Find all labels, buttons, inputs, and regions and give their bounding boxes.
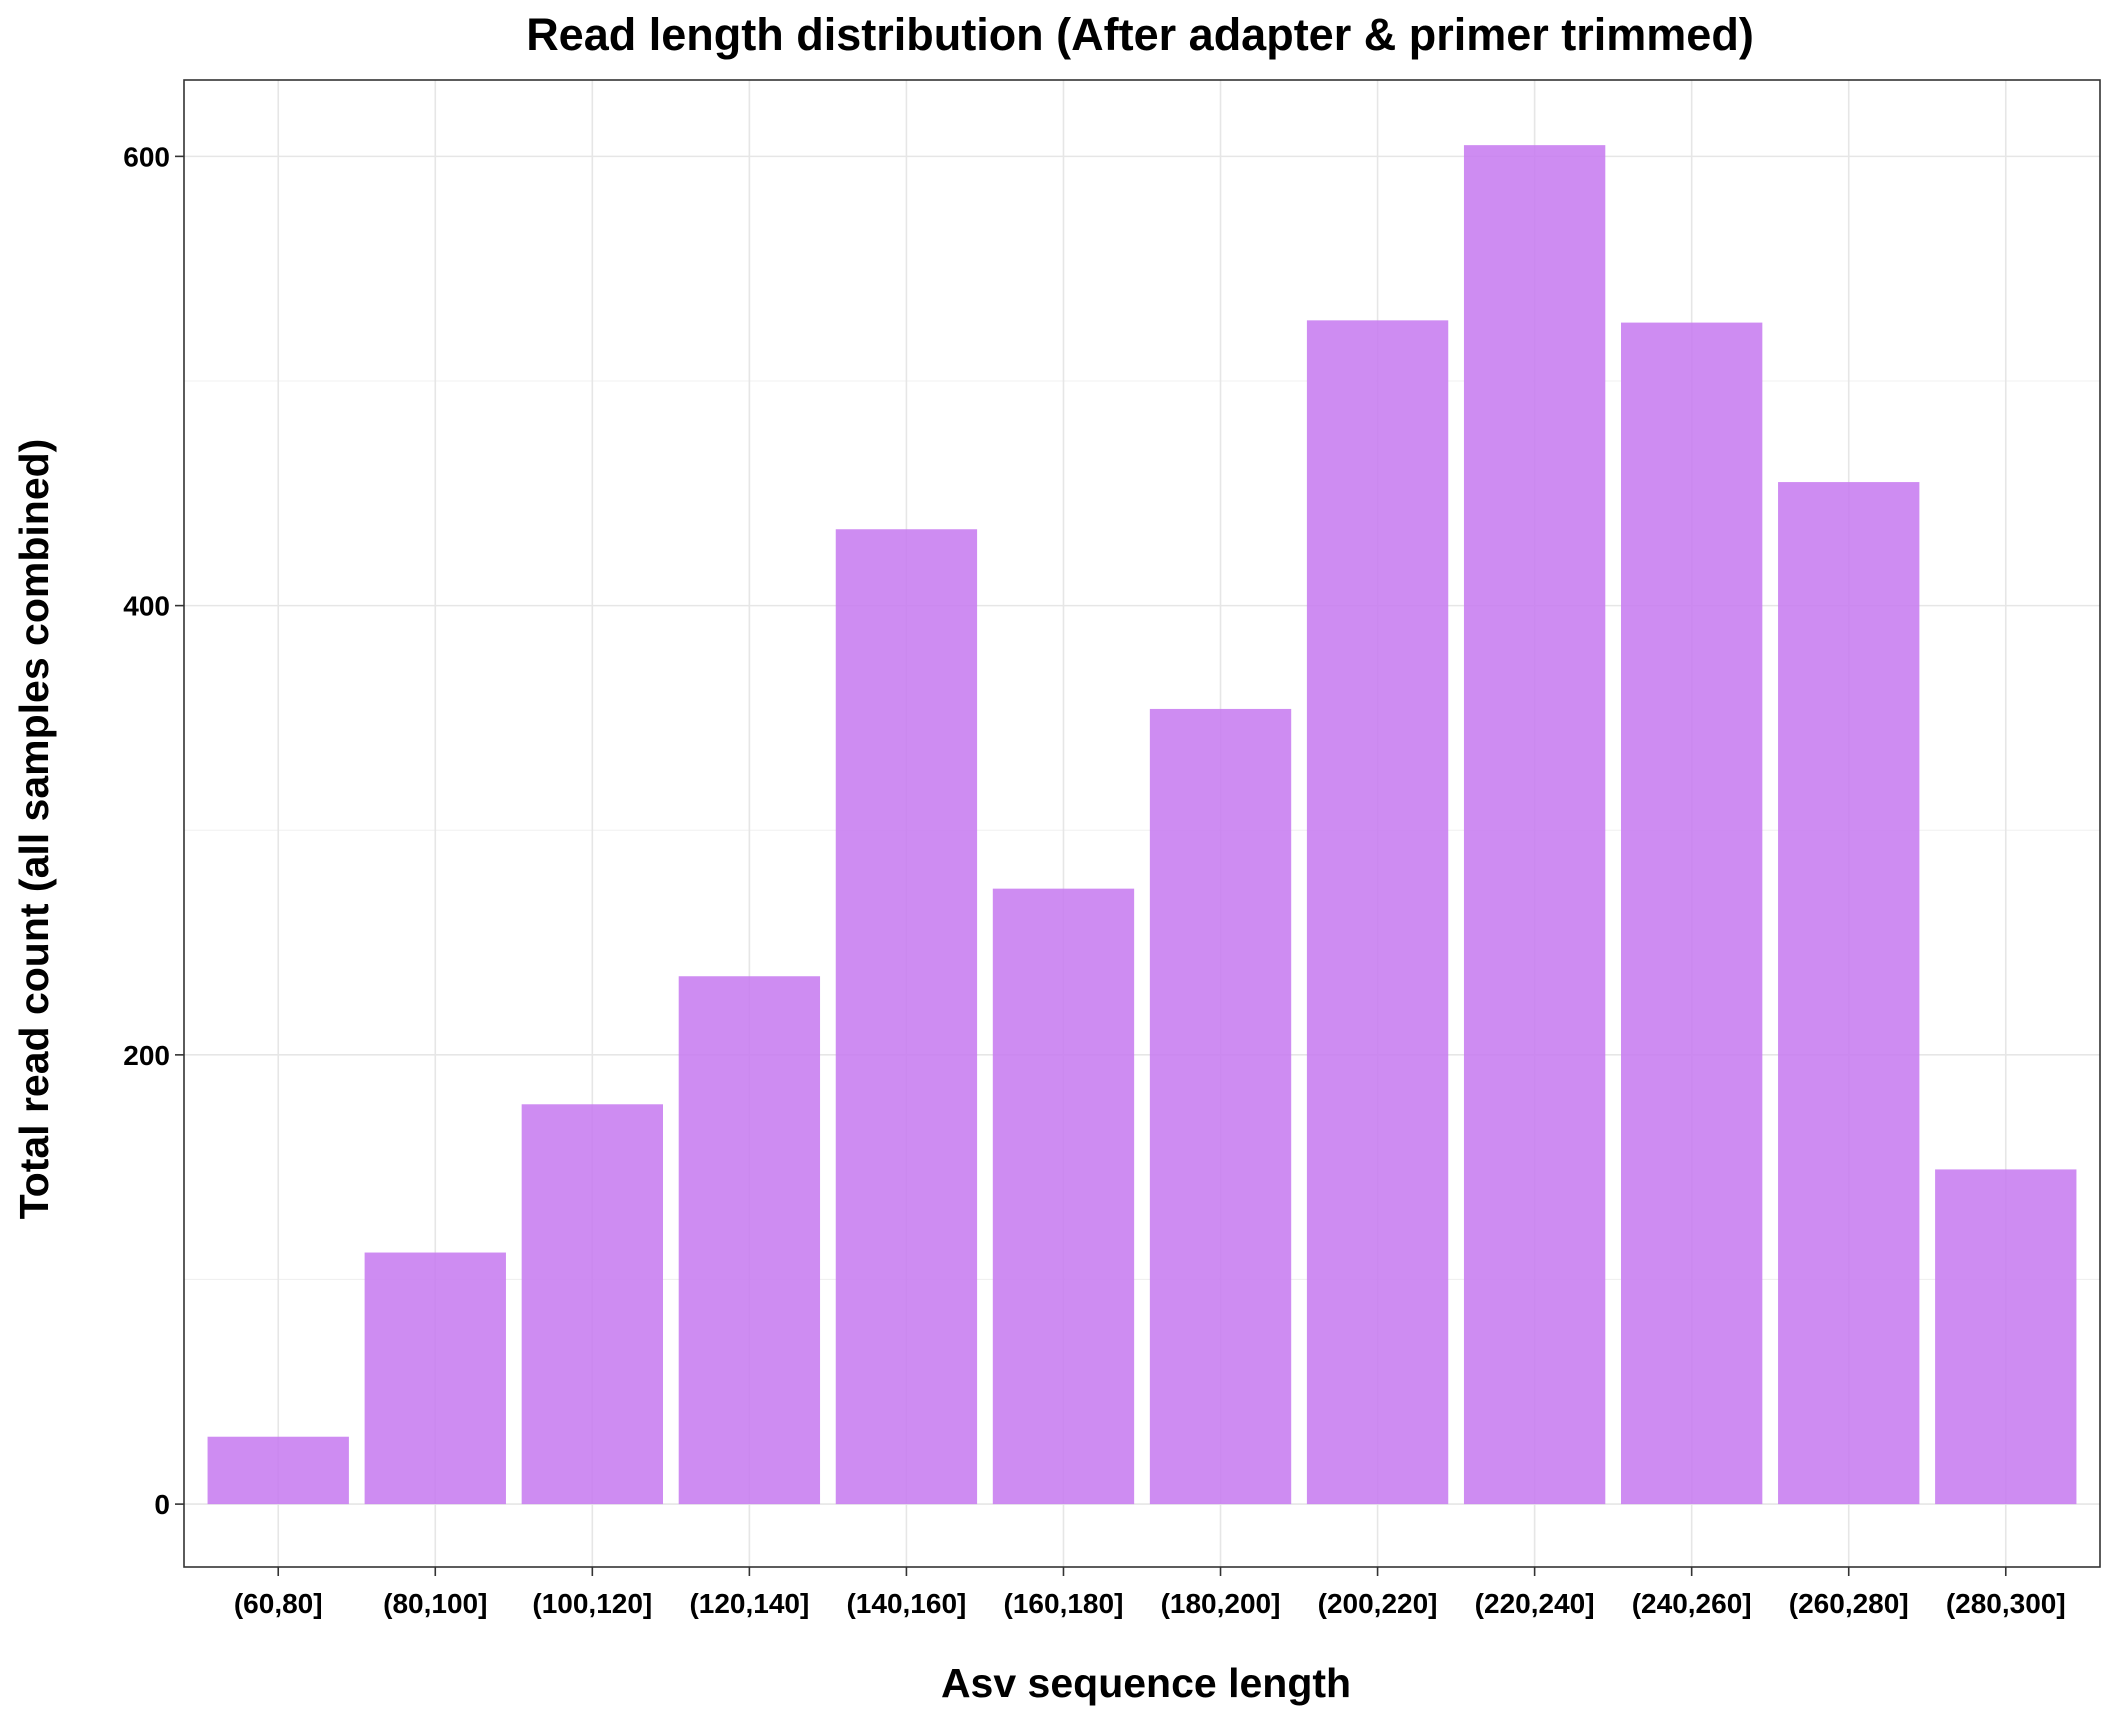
x-tick-label: (180,200] bbox=[1161, 1588, 1281, 1619]
y-tick-label: 200 bbox=[123, 1040, 170, 1071]
x-tick-label: (260,280] bbox=[1789, 1588, 1909, 1619]
x-tick-label: (240,260] bbox=[1632, 1588, 1752, 1619]
bars bbox=[207, 145, 2077, 1505]
y-tick-label: 600 bbox=[123, 141, 170, 172]
bar-(240,260] bbox=[1621, 322, 1763, 1505]
x-tick-label: (160,180] bbox=[1004, 1588, 1124, 1619]
chart-title: Read length distribution (After adapter … bbox=[526, 9, 1754, 60]
x-axis-title: Asv sequence length bbox=[941, 1660, 1351, 1706]
bar-(80,100] bbox=[364, 1252, 506, 1505]
bar-(160,180] bbox=[992, 888, 1135, 1505]
bar-(140,160] bbox=[835, 529, 978, 1505]
x-tick-label: (60,80] bbox=[234, 1588, 323, 1619]
x-tick-label: (200,220] bbox=[1318, 1588, 1438, 1619]
bar-(180,200] bbox=[1149, 708, 1292, 1505]
y-axis-title: Total read count (all samples combined) bbox=[11, 439, 57, 1220]
bar-(220,240] bbox=[1463, 145, 1606, 1505]
y-axis: 0 200 400 600 bbox=[123, 141, 184, 1520]
bar-(260,280] bbox=[1778, 482, 1920, 1505]
bar-(60,80] bbox=[207, 1436, 349, 1505]
x-tick-label: (120,140] bbox=[689, 1588, 809, 1619]
y-tick-label: 400 bbox=[123, 591, 170, 622]
bar-(280,300] bbox=[1935, 1169, 2077, 1505]
bar-(120,140] bbox=[678, 976, 821, 1505]
x-tick-label: (220,240] bbox=[1475, 1588, 1595, 1619]
panel-border bbox=[183, 79, 2101, 1568]
y-tick-label: 0 bbox=[154, 1489, 170, 1520]
bar-(200,220] bbox=[1306, 320, 1449, 1505]
x-tick-label: (100,120] bbox=[532, 1588, 652, 1619]
x-tick-label: (280,300] bbox=[1946, 1588, 2066, 1619]
bar-(100,120] bbox=[521, 1104, 663, 1505]
x-tick-label: (80,100] bbox=[383, 1588, 487, 1619]
x-axis: (60,80] (80,100] (100,120] (120,140] (140,16… bbox=[234, 1567, 2066, 1619]
x-tick-label: (140,160] bbox=[846, 1588, 966, 1619]
